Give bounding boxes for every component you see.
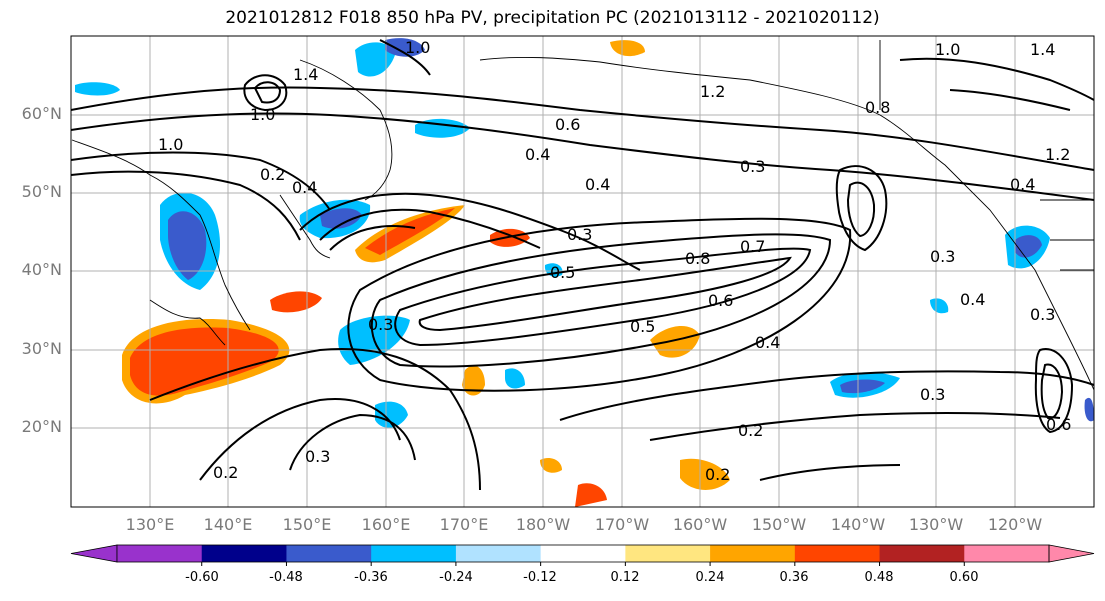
contour-label: 1.2 (700, 82, 725, 101)
contour-label: 0.4 (525, 145, 550, 164)
contour-label: 0.8 (685, 249, 710, 268)
lon-label: 150°W (751, 515, 807, 534)
colorbar-bin (117, 545, 203, 562)
colorbar-bin (455, 545, 542, 562)
contour-label: 0.4 (755, 333, 780, 352)
map-title: 2021012812 F018 850 hPa PV, precipitatio… (225, 8, 880, 28)
contour-label: 0.3 (305, 447, 330, 466)
contour-label: 1.0 (935, 40, 960, 59)
colorbar-frame (116, 544, 1050, 563)
lon-label: 140°W (830, 515, 886, 534)
contour-label: 0.2 (213, 463, 238, 482)
colorbar-tick-label: -0.48 (269, 570, 303, 585)
map-frame (70, 35, 1095, 508)
lat-label-30n: 30°N (21, 339, 62, 358)
contour-label: 0.3 (567, 225, 592, 244)
lat-label-40n: 40°N (21, 260, 62, 279)
colorbar-tick-label: 0.48 (864, 570, 894, 585)
colorbar (70, 544, 1095, 566)
contour-label: 0.5 (550, 263, 575, 282)
colorbar-tick-label: -0.60 (185, 570, 219, 585)
colorbar-arrow-low (70, 544, 118, 563)
lon-label: 180°W (515, 515, 571, 534)
contour-label: 0.7 (740, 237, 765, 256)
contour-label: 0.5 (630, 317, 655, 336)
lon-label: 130°W (908, 515, 964, 534)
lon-label: 160°W (672, 515, 728, 534)
colorbar-bin (371, 545, 457, 562)
contour-label: 0.4 (1010, 175, 1035, 194)
contour-label: 0.4 (960, 290, 985, 309)
contour-label: 1.0 (250, 105, 275, 124)
contour-label: 0.2 (705, 465, 730, 484)
contour-label: 0.3 (930, 247, 955, 266)
contour-label: 0.6 (1046, 415, 1071, 434)
colorbar-tick-label: 0.36 (779, 570, 809, 585)
contour-label: 1.0 (158, 135, 183, 154)
colorbar-tick-label: 0.24 (695, 570, 725, 585)
colorbar-bin (540, 545, 626, 562)
lon-label: 170°W (594, 515, 650, 534)
contour-label: 0.6 (708, 291, 733, 310)
contour-label: 1.4 (1030, 40, 1055, 59)
contour-label: 0.3 (368, 315, 393, 334)
contour-label: 0.3 (1030, 305, 1055, 324)
colorbar-bin (710, 545, 796, 562)
lat-label-50n: 50°N (21, 182, 62, 201)
contour-label: 1.2 (1045, 145, 1070, 164)
lon-label: 130°E (125, 515, 175, 534)
lon-label: 150°E (282, 515, 332, 534)
colorbar-bin (964, 545, 1050, 562)
lat-label-20n: 20°N (21, 417, 62, 436)
lon-label: 120°W (987, 515, 1043, 534)
lon-label: 170°E (439, 515, 489, 534)
colorbar-tick-label: -0.12 (523, 570, 557, 585)
lon-label: 160°E (361, 515, 411, 534)
contour-label: 0.2 (738, 421, 763, 440)
lon-label: 140°E (203, 515, 253, 534)
graticule (71, 36, 1094, 507)
precip-negative-shading (75, 38, 1094, 428)
colorbar-tick-label: 0.12 (610, 570, 640, 585)
contour-labels: 1.0 1.4 1.0 1.2 1.0 0.6 0.4 0.3 0.2 0.4 … (158, 38, 1071, 484)
contour-label: 1.0 (405, 38, 430, 57)
colorbar-tick-label: 0.60 (949, 570, 979, 585)
contour-label: 0.4 (292, 178, 317, 197)
contour-label: 1.4 (293, 65, 318, 84)
pv-contours (70, 39, 1095, 491)
colorbar-bin (794, 545, 881, 562)
contour-label: 0.3 (920, 385, 945, 404)
contour-label: 0.6 (555, 115, 580, 134)
contour-label: 0.4 (585, 175, 610, 194)
contour-label: 0.8 (865, 98, 890, 117)
colorbar-bin (286, 545, 372, 562)
lat-label-60n: 60°N (21, 104, 62, 123)
colorbar-tick-label: -0.24 (439, 570, 473, 585)
colorbar-bin (201, 545, 287, 562)
colorbar-bin (625, 545, 711, 562)
contour-label: 0.3 (740, 157, 765, 176)
contour-label: 0.2 (260, 165, 285, 184)
colorbar-arrow-high (1048, 544, 1095, 563)
coastlines (71, 40, 1095, 391)
colorbar-tick-label: -0.36 (354, 570, 388, 585)
colorbar-bin (879, 545, 965, 562)
